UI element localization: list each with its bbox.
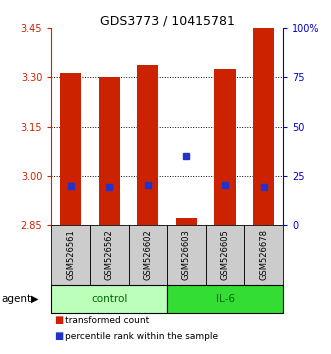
Bar: [176, 218, 197, 225]
Text: ▶: ▶: [31, 294, 39, 304]
Bar: [51, 225, 90, 285]
Bar: [167, 285, 283, 313]
Bar: [167, 225, 206, 285]
Text: agent: agent: [2, 294, 32, 304]
Text: percentile rank within the sample: percentile rank within the sample: [65, 332, 218, 341]
Bar: [244, 225, 283, 285]
Text: GSM526561: GSM526561: [66, 229, 75, 280]
Text: GSM526562: GSM526562: [105, 229, 114, 280]
Text: GSM526602: GSM526602: [143, 229, 152, 280]
Bar: [253, 28, 274, 225]
Text: transformed count: transformed count: [65, 316, 149, 325]
Bar: [90, 225, 128, 285]
Bar: [51, 285, 167, 313]
Bar: [214, 69, 236, 225]
Text: IL-6: IL-6: [215, 294, 235, 304]
Text: GSM526678: GSM526678: [259, 229, 268, 280]
Bar: [137, 65, 159, 225]
Text: ■: ■: [55, 315, 64, 325]
Text: GSM526603: GSM526603: [182, 229, 191, 280]
Bar: [60, 73, 81, 225]
Bar: [99, 78, 120, 225]
Bar: [128, 225, 167, 285]
Text: ■: ■: [55, 331, 64, 341]
Bar: [206, 225, 244, 285]
Text: GSM526605: GSM526605: [220, 229, 230, 280]
Text: control: control: [91, 294, 127, 304]
Title: GDS3773 / 10415781: GDS3773 / 10415781: [100, 14, 235, 27]
